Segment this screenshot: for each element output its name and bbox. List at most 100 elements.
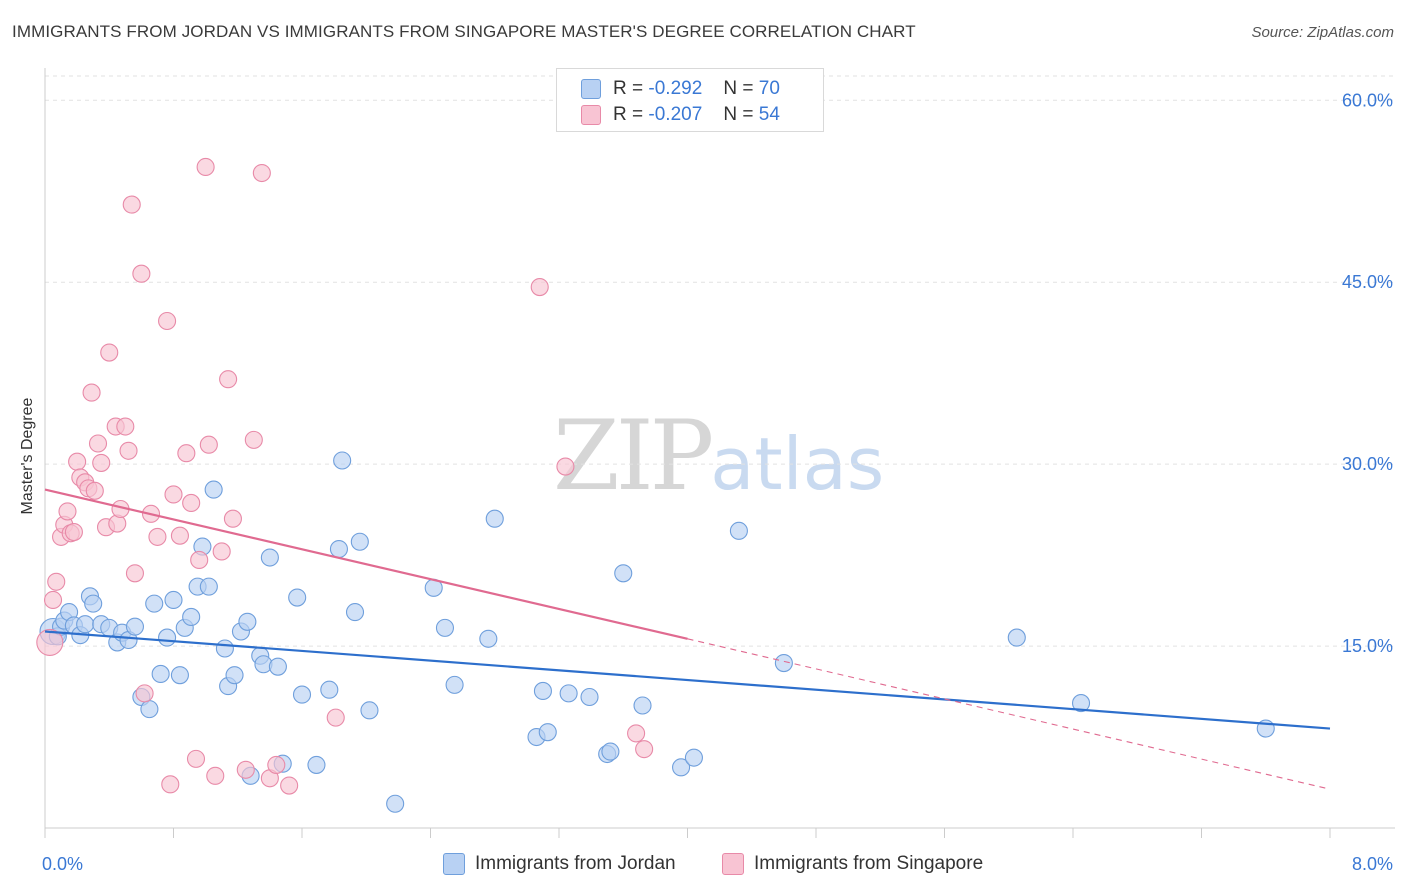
point-jordan [580, 687, 599, 707]
point-jordan [164, 590, 183, 610]
point-singapore [88, 434, 108, 453]
point-jordan [333, 451, 352, 470]
point-jordan [307, 755, 326, 774]
point-singapore [627, 724, 646, 743]
point-jordan [479, 629, 498, 648]
point-singapore [100, 343, 119, 362]
correlation-legend: R = -0.292 N = 70 R = -0.207 N = 54 [556, 68, 824, 132]
point-singapore [190, 550, 209, 569]
point-singapore [236, 760, 255, 779]
point-singapore [219, 370, 238, 389]
point-singapore [206, 766, 225, 785]
legend-swatch-jordan [581, 79, 601, 99]
point-jordan [268, 657, 287, 676]
point-jordan [84, 594, 103, 613]
series-swatch-jordan [443, 853, 465, 875]
point-jordan [350, 532, 369, 551]
trend-extension-singapore [687, 638, 1331, 790]
point-jordan [199, 577, 218, 596]
point-jordan [485, 509, 504, 528]
point-singapore [170, 526, 189, 545]
point-singapore [212, 542, 231, 561]
legend-n-label: N = [723, 104, 754, 125]
point-jordan [170, 666, 189, 685]
y-axis-label: Master's Degree [19, 397, 36, 515]
point-jordan [386, 794, 405, 813]
point-singapore [85, 481, 104, 500]
legend-r-value: -0.207 [648, 104, 703, 125]
point-jordan [140, 700, 159, 719]
point-jordan [320, 680, 339, 699]
point-jordan [292, 685, 312, 704]
point-jordan [345, 603, 365, 622]
point-jordan [288, 588, 307, 607]
point-singapore [116, 417, 135, 436]
series-label-jordan: Immigrants from Jordan [475, 853, 676, 874]
point-singapore [244, 430, 263, 449]
point-jordan [182, 607, 201, 627]
point-jordan [360, 701, 379, 720]
legend-n-label: N = [723, 78, 754, 99]
point-singapore [43, 590, 63, 610]
source-label: Source: ZipAtlas.com [1251, 24, 1394, 41]
point-singapore [122, 195, 141, 214]
point-singapore [36, 628, 64, 656]
point-singapore [119, 441, 138, 460]
y-tick-label: 60.0% [1342, 90, 1393, 110]
point-jordan [672, 758, 691, 777]
point-jordan [145, 594, 164, 613]
point-singapore [177, 444, 196, 463]
point-singapore [530, 277, 549, 297]
point-jordan [125, 617, 144, 636]
point-singapore [58, 502, 77, 521]
point-jordan [729, 521, 748, 540]
point-jordan [633, 696, 652, 715]
point-singapore [635, 740, 654, 759]
point-singapore [223, 509, 242, 528]
y-tick-label: 45.0% [1342, 272, 1393, 292]
point-singapore [132, 264, 151, 283]
point-singapore [148, 527, 167, 546]
point-jordan [559, 684, 578, 703]
point-singapore [199, 435, 218, 454]
point-singapore [186, 749, 206, 768]
series-label-singapore: Immigrants from Singapore [754, 853, 984, 874]
point-singapore [326, 708, 345, 727]
point-jordan [238, 612, 257, 631]
point-jordan [774, 653, 793, 673]
point-jordan [435, 618, 455, 637]
point-singapore [196, 157, 215, 177]
point-singapore [92, 453, 111, 472]
point-jordan [215, 639, 234, 658]
legend-r-label: R = [613, 104, 644, 125]
point-jordan [204, 480, 223, 499]
point-singapore [47, 572, 66, 591]
point-jordan [76, 615, 95, 634]
series-swatch-singapore [722, 853, 744, 875]
point-singapore [135, 684, 154, 703]
trend-line-jordan [44, 630, 1331, 730]
point-jordan [445, 675, 464, 694]
x-tick-label: 8.0% [1352, 854, 1393, 874]
point-singapore [252, 163, 271, 183]
point-jordan [533, 681, 552, 700]
point-jordan [614, 564, 633, 583]
point-jordan [158, 628, 177, 647]
point-jordan [684, 748, 703, 767]
point-singapore [158, 311, 177, 331]
point-jordan [260, 548, 279, 567]
point-jordan [1071, 694, 1091, 713]
point-singapore [68, 452, 87, 471]
point-jordan [601, 742, 620, 761]
legend-swatch-singapore [581, 105, 601, 125]
point-singapore [64, 523, 83, 542]
y-tick-label: 15.0% [1342, 636, 1393, 656]
point-jordan [538, 723, 557, 742]
x-tick-label: 0.0% [42, 854, 83, 874]
trend-line-singapore [44, 488, 688, 640]
point-singapore [164, 485, 183, 504]
legend-n-value: 70 [758, 78, 780, 99]
point-singapore [556, 457, 575, 476]
y-tick-label: 30.0% [1342, 454, 1393, 474]
